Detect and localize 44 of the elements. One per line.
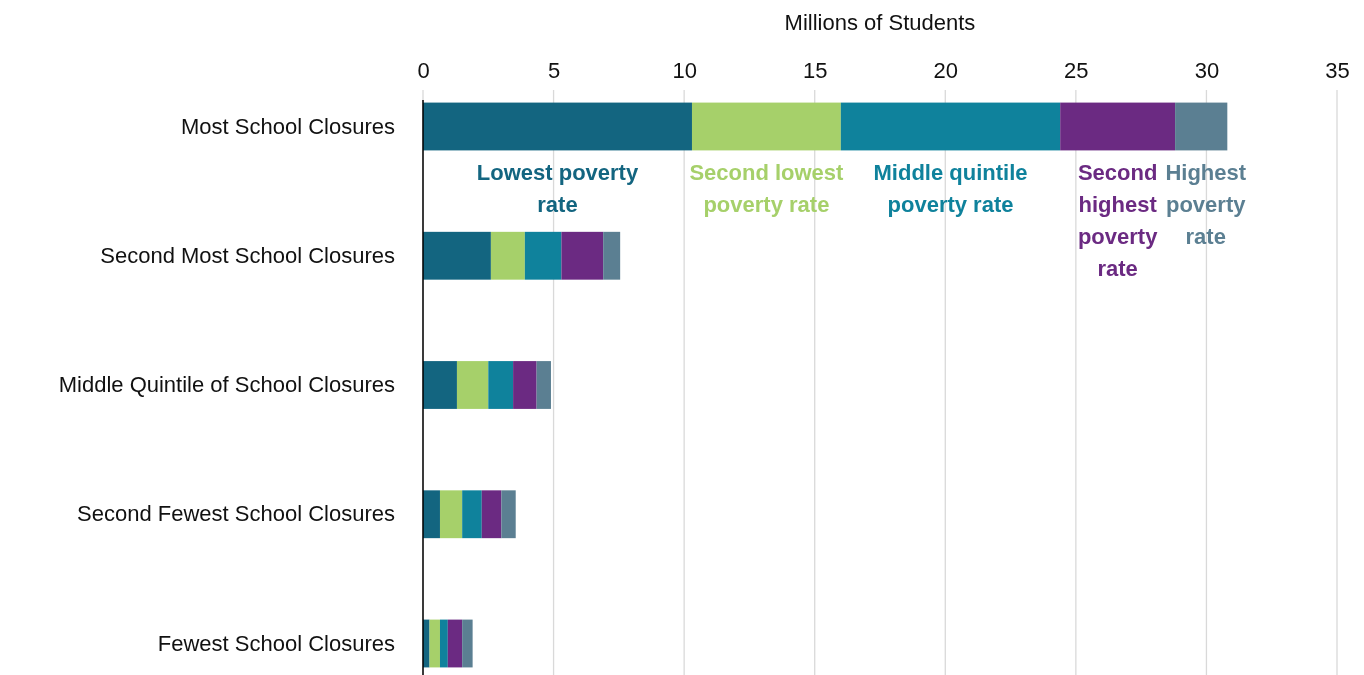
bar <box>1175 102 1228 151</box>
bar <box>439 619 448 668</box>
bar <box>447 619 463 668</box>
series-label: Second lowest poverty rate <box>689 160 845 218</box>
bar <box>501 490 516 539</box>
bar <box>481 490 502 539</box>
x-tick-label: 5 <box>547 58 561 83</box>
x-axis-title: Millions of Students <box>784 10 976 35</box>
bar <box>423 490 440 539</box>
y-tick-label: Second Most School Closures <box>100 242 395 268</box>
series-label: Middle quintile poverty rate <box>873 160 1028 218</box>
bar <box>488 361 514 409</box>
bar <box>423 231 491 280</box>
bar <box>462 490 482 539</box>
series-label: Second highest poverty rate <box>1077 160 1159 282</box>
bar <box>423 361 457 409</box>
bar <box>691 102 841 151</box>
bar <box>513 361 537 409</box>
x-tick-label: 30 <box>1194 58 1220 83</box>
y-tick-label: Fewest School Closures <box>157 630 395 656</box>
x-tick-label: 0 <box>417 58 430 83</box>
bar <box>536 361 551 409</box>
x-tick-label: 20 <box>933 58 959 83</box>
bar <box>603 231 621 280</box>
bar <box>1060 102 1176 151</box>
bar <box>423 619 430 668</box>
bar <box>462 619 473 668</box>
series-label: Highest poverty rate <box>1165 160 1247 250</box>
bar <box>490 231 525 280</box>
x-tick-label: 10 <box>672 58 697 83</box>
x-tick-label: 35 <box>1325 58 1350 83</box>
bar <box>561 231 604 280</box>
y-tick-label: Middle Quintile of School Closures <box>58 372 395 398</box>
bar <box>429 619 440 668</box>
y-tick-label: Second Fewest School Closures <box>77 501 395 527</box>
x-tick-label: 15 <box>802 58 828 83</box>
x-tick-label: 25 <box>1064 58 1089 83</box>
bar <box>423 102 692 151</box>
y-tick-label: Most School Closures <box>181 113 395 139</box>
bar <box>439 490 463 539</box>
series-label: Lowest poverty rate <box>476 160 639 218</box>
bar <box>840 102 1061 151</box>
bar <box>456 361 489 409</box>
bar <box>524 231 562 280</box>
